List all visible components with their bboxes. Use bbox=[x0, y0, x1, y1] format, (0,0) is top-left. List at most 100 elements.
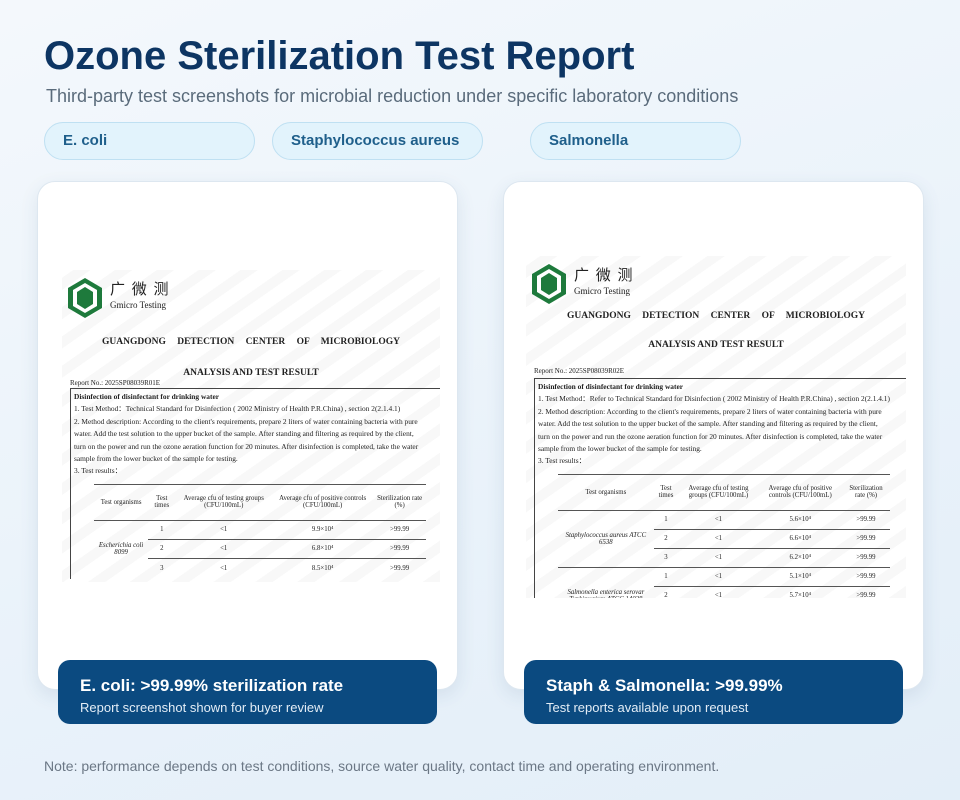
cell: <1 bbox=[175, 557, 273, 578]
tab[interactable]: E. coli bbox=[44, 122, 255, 160]
doc-line: water. Add the test solution to the uppe… bbox=[538, 419, 878, 429]
cell: >99.99 bbox=[842, 547, 890, 568]
cell: <1 bbox=[678, 509, 759, 530]
organism-cell: Salmonella enterica serovar Typhimurium … bbox=[558, 566, 654, 598]
table-row: Escherichia coli 8099 1 <1 9.9×10⁴ >99.99 bbox=[94, 519, 426, 578]
caption: Staph & Salmonella: >99.99% Test reports… bbox=[524, 660, 903, 724]
doc-line: 1. Test Method：Technical Standard for Di… bbox=[74, 404, 401, 414]
header-cell: Sterilization rate (%) bbox=[373, 483, 426, 521]
header-cell: Test times bbox=[653, 473, 679, 511]
doc-line: 3. Test results： bbox=[74, 466, 122, 476]
cell: <1 bbox=[678, 585, 759, 598]
doc-heading: ANALYSIS AND TEST RESULT bbox=[648, 340, 784, 350]
cell: 5.7×10⁴ bbox=[758, 585, 842, 598]
doc-heading: ANALYSIS AND TEST RESULT bbox=[183, 368, 319, 378]
logo: 广 微 测 Gmicro Testing bbox=[66, 276, 176, 320]
doc-line: sample from the lower bucket of the samp… bbox=[74, 454, 238, 464]
cell: 8.5×10⁴ bbox=[272, 557, 374, 578]
caption-title: Staph & Salmonella: >99.99% bbox=[546, 676, 783, 695]
header-cell: Test times bbox=[148, 483, 176, 521]
cell: 2 bbox=[653, 585, 679, 598]
cell: 9.9×10⁴ bbox=[272, 519, 374, 540]
table-row: 2 <1 6.6×10⁴ >99.99 bbox=[558, 528, 890, 549]
cell: >99.99 bbox=[842, 585, 890, 598]
page-title: Ozone Sterilization Test Report bbox=[44, 34, 635, 78]
header-cell: Sterilization rate (%) bbox=[842, 473, 890, 511]
cell: >99.99 bbox=[842, 509, 890, 530]
report-document: 广 微 测 Gmicro Testing GUANGDONG DETECTION C… bbox=[62, 270, 440, 582]
cell: <1 bbox=[175, 538, 273, 559]
report-no: Report No.: 2025SP08039R02E bbox=[534, 367, 625, 375]
table-row: 2 <1 6.8×10⁴ >99.99 bbox=[94, 538, 426, 559]
header-cell: Average cfu of testing groups (CFU/100mL… bbox=[175, 483, 273, 521]
logo-en: Gmicro Testing bbox=[574, 286, 630, 296]
doc-line: 2. Method description: According to the … bbox=[538, 406, 882, 416]
logo-mark bbox=[532, 264, 566, 304]
cell: <1 bbox=[678, 566, 759, 587]
caption-title: E. coli: >99.99% sterilization rate bbox=[80, 676, 344, 695]
footnote: Note: performance depends on test condit… bbox=[44, 758, 720, 774]
cell: 3 bbox=[653, 547, 679, 568]
caption-subtitle: Report screenshot shown for buyer review bbox=[80, 700, 324, 715]
cell: 1 bbox=[653, 566, 679, 587]
logo: 广 微 测 Gmicro Testing bbox=[530, 262, 640, 306]
cell: <1 bbox=[678, 528, 759, 549]
table-row: 3 <1 6.2×10⁴ >99.99 bbox=[558, 547, 890, 568]
doc-body: Disinfection of disinfectant for drinkin… bbox=[534, 378, 906, 598]
report-no: Report No.: 2025SP08039R01E bbox=[70, 379, 161, 387]
doc-line: water. Add the test solution to the uppe… bbox=[74, 429, 414, 439]
table-header: Test organisms Test times Average cfu of t… bbox=[558, 473, 890, 511]
table-row: 2 <1 5.7×10⁴ >99.99 bbox=[558, 585, 890, 598]
table-row: Staphylococcus aureus ATCC 6538 1 <1 5.6×10… bbox=[558, 509, 890, 568]
tab[interactable]: Staphylococcus aureus bbox=[272, 122, 483, 160]
doc-line: turn on the power and run the ozone aera… bbox=[538, 431, 883, 441]
doc-body: Disinfection of disinfectant for drinkin… bbox=[70, 388, 440, 580]
table-row: Salmonella enterica serovar Typhimurium … bbox=[558, 566, 890, 598]
caption: E. coli: >99.99% sterilization rate Repo… bbox=[58, 660, 437, 724]
caption-subtitle: Test reports available upon request bbox=[546, 700, 749, 715]
doc-line: sample from the lower bucket of the samp… bbox=[538, 444, 702, 454]
cell: >99.99 bbox=[842, 566, 890, 587]
doc-line: 1. Test Method：Refer to Technical Standa… bbox=[538, 394, 890, 404]
header-cell: Average cfu of positive controls (CFU/10… bbox=[272, 483, 374, 521]
center-name: GUANGDONG DETECTION CENTER OF MICROBIOLO… bbox=[567, 311, 865, 321]
result-table: Test organisms Test times Average cfu of t… bbox=[558, 473, 890, 598]
section-title: Disinfection of disinfectant for drinkin… bbox=[74, 392, 220, 401]
organism-cell: Staphylococcus aureus ATCC 6538 bbox=[558, 509, 654, 568]
logo-cn: 广 微 测 bbox=[110, 280, 170, 298]
header-cell: Test organisms bbox=[94, 483, 149, 521]
cell: >99.99 bbox=[373, 538, 426, 559]
section-title: Disinfection of disinfectant for drinkin… bbox=[538, 382, 684, 391]
table-header: Test organisms Test times Average cfu of t… bbox=[94, 483, 426, 521]
cell: 2 bbox=[148, 538, 176, 559]
cell: 6.6×10⁴ bbox=[758, 528, 842, 549]
report-document: 广 微 测 Gmicro Testing GUANGDONG DETECTION C… bbox=[526, 256, 906, 598]
table-row: 3 <1 8.5×10⁴ >99.99 bbox=[94, 557, 426, 578]
cell: >99.99 bbox=[373, 557, 426, 578]
cell: 3 bbox=[148, 557, 176, 578]
center-name: GUANGDONG DETECTION CENTER OF MICROBIOLO… bbox=[102, 337, 400, 347]
cell: >99.99 bbox=[842, 528, 890, 549]
cell: >99.99 bbox=[373, 519, 426, 540]
cell: 1 bbox=[148, 519, 176, 540]
doc-line: 2. Method description: According to the … bbox=[74, 416, 418, 426]
cell: <1 bbox=[175, 519, 273, 540]
logo-cn: 广 微 测 bbox=[574, 266, 634, 284]
header-cell: Average cfu of positive controls (CFU/10… bbox=[758, 473, 842, 511]
organism-cell: Escherichia coli 8099 bbox=[94, 519, 149, 578]
header-cell: Average cfu of testing groups (CFU/100mL… bbox=[678, 473, 759, 511]
cell: 5.1×10⁴ bbox=[758, 566, 842, 587]
cell: 2 bbox=[653, 528, 679, 549]
cell: <1 bbox=[678, 547, 759, 568]
tab[interactable]: Salmonella bbox=[530, 122, 741, 160]
header-cell: Test organisms bbox=[558, 473, 654, 511]
result-table: Test organisms Test times Average cfu of t… bbox=[94, 483, 426, 578]
logo-en: Gmicro Testing bbox=[110, 300, 166, 310]
page-subtitle: Third-party test screenshots for microbi… bbox=[46, 86, 739, 106]
cell: 6.2×10⁴ bbox=[758, 547, 842, 568]
logo-mark bbox=[68, 278, 102, 318]
cell: 6.8×10⁴ bbox=[272, 538, 374, 559]
doc-line: turn on the power and run the ozone aera… bbox=[74, 441, 419, 451]
cell: 1 bbox=[653, 509, 679, 530]
